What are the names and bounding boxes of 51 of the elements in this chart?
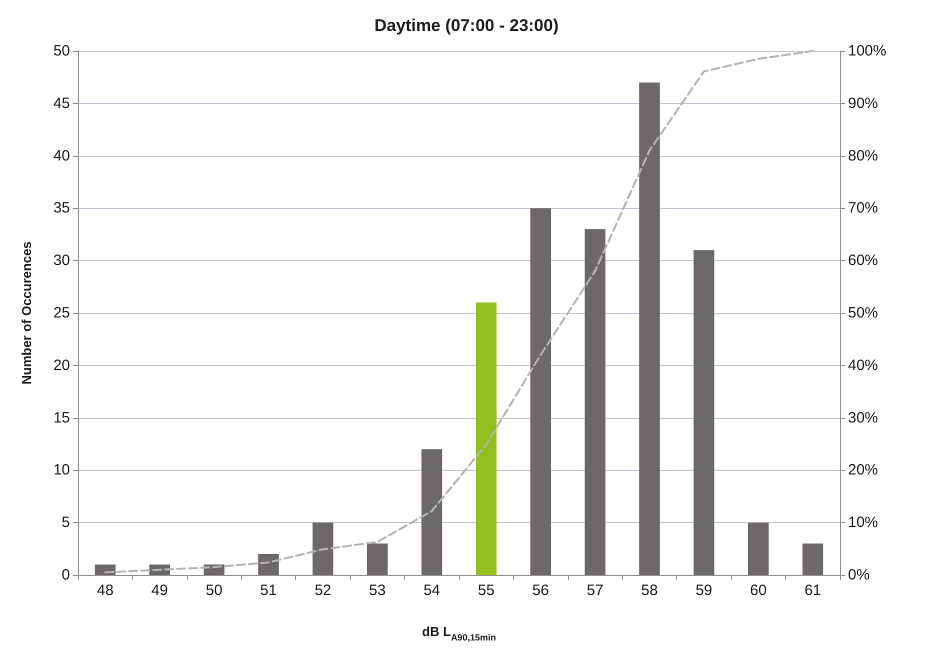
x-tick-label: 54 xyxy=(423,582,440,599)
x-tick-label: 48 xyxy=(96,582,114,599)
y-tick-label: 40 xyxy=(53,147,70,164)
y2-tick-label: 50% xyxy=(848,304,878,322)
bar xyxy=(258,554,279,575)
x-tick-label: 52 xyxy=(314,582,332,599)
y2-tick-label: 10% xyxy=(848,514,878,532)
chart-title: Daytime (07:00 - 23:00) xyxy=(374,16,559,35)
y-tick-label: 45 xyxy=(53,94,70,112)
y2-tick-label: 100% xyxy=(848,42,886,60)
y2-tick-label: 80% xyxy=(848,147,878,164)
bar xyxy=(748,522,769,575)
bar xyxy=(584,229,606,575)
y-tick-label: 0 xyxy=(62,566,70,584)
bar xyxy=(476,302,497,575)
y-tick-label: 25 xyxy=(53,304,70,322)
x-tick-label: 57 xyxy=(586,582,604,599)
y2-tick-label: 40% xyxy=(848,356,878,374)
x-tick-label: 51 xyxy=(260,582,277,599)
x-tick-label: 50 xyxy=(206,582,222,599)
bar xyxy=(694,250,714,575)
bar xyxy=(312,522,334,575)
bar xyxy=(802,544,824,575)
x-tick-label: 60 xyxy=(750,582,767,599)
y-tick-label: 5 xyxy=(62,514,70,532)
y-tick-label: 50 xyxy=(53,42,70,60)
y-tick-label: 15 xyxy=(53,409,70,426)
y2-tick-label: 70% xyxy=(848,200,878,217)
bar xyxy=(367,544,388,575)
x-tick-label: 61 xyxy=(804,582,822,599)
y-tick-label: 30 xyxy=(53,252,70,270)
bar xyxy=(421,449,442,575)
y-tick-label: 10 xyxy=(53,462,70,479)
x-tick-label: 49 xyxy=(151,582,168,599)
y-axis-title: Number of Occurences xyxy=(19,241,34,385)
x-tick-label: 59 xyxy=(696,582,712,599)
x-tick-label: 55 xyxy=(478,582,495,599)
x-tick-label: 56 xyxy=(532,582,549,599)
y2-tick-label: 90% xyxy=(848,94,878,112)
bar xyxy=(639,82,660,575)
x-tick-label: 53 xyxy=(369,582,386,599)
y-tick-label: 35 xyxy=(53,200,70,217)
bar xyxy=(530,208,551,575)
x-tick-label: 58 xyxy=(641,582,658,599)
y-tick-label: 20 xyxy=(53,356,70,374)
y2-tick-label: 30% xyxy=(848,409,878,426)
y2-tick-label: 20% xyxy=(848,462,878,479)
bar xyxy=(94,564,116,575)
y2-tick-label: 0% xyxy=(848,566,870,584)
line-series xyxy=(104,50,814,574)
y2-tick-label: 60% xyxy=(848,252,878,270)
